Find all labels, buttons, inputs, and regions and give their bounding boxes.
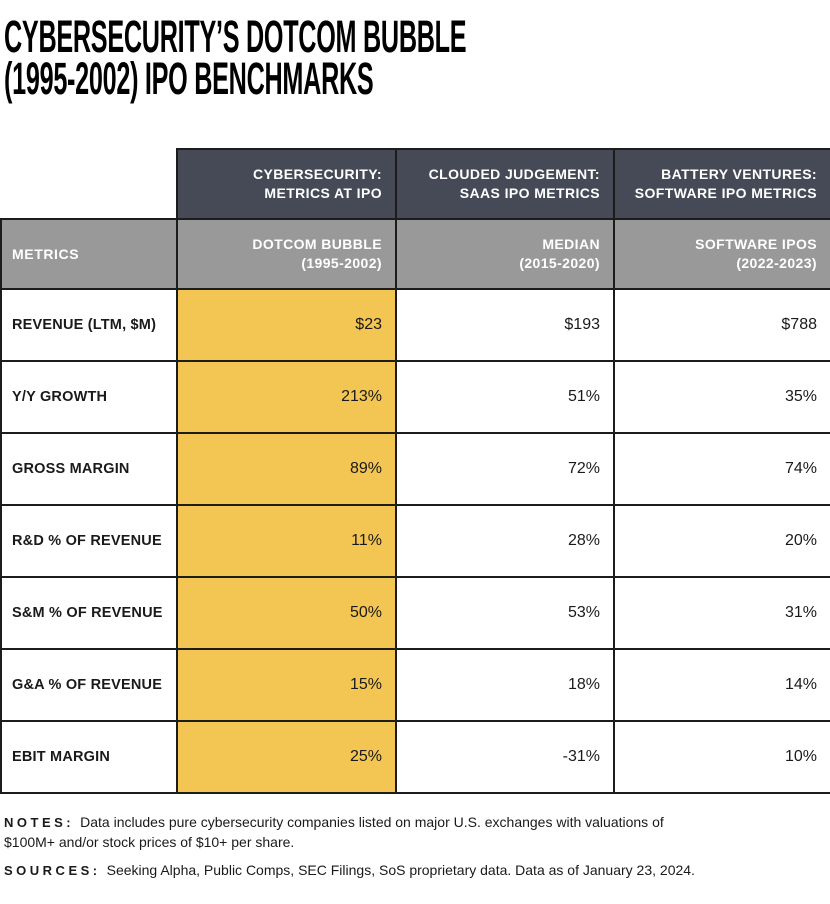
sub-header-median: MEDIAN (2015-2020) xyxy=(395,218,615,290)
sub-header-line: SOFTWARE IPOS xyxy=(695,236,817,252)
metric-label: S&M % OF REVENUE xyxy=(0,576,178,650)
metrics-column-header: METRICS xyxy=(0,218,178,290)
value-cell: 89% xyxy=(176,432,397,506)
table-row: G&A % OF REVENUE 15% 18% 14% xyxy=(0,648,830,722)
notes-label: NOTES: xyxy=(4,815,75,830)
table-row: R&D % OF REVENUE 11% 28% 20% xyxy=(0,504,830,578)
value-cell: 35% xyxy=(613,360,830,434)
group-header-line: SOFTWARE IPO METRICS xyxy=(634,185,817,201)
group-header-cybersecurity: CYBERSECURITY: METRICS AT IPO xyxy=(176,148,397,220)
value-cell: $193 xyxy=(395,288,615,362)
sub-header-line: DOTCOM BUBBLE xyxy=(252,236,382,252)
corner-blank-cell xyxy=(1,149,177,219)
value-cell: 10% xyxy=(613,720,830,794)
group-header-line: CLOUDED JUDGEMENT: xyxy=(428,166,600,182)
value-cell: 14% xyxy=(613,648,830,722)
value-cell: 15% xyxy=(176,648,397,722)
notes-text-line-2: $100M+ and/or stock prices of $10+ per s… xyxy=(4,833,295,850)
value-cell: 72% xyxy=(395,432,615,506)
page-title: CYBERSECURITY’S DOTCOM BUBBLE (1995-2002)… xyxy=(4,14,467,101)
table-row: Y/Y GROWTH 213% 51% 35% xyxy=(0,360,830,434)
sub-header-line: MEDIAN xyxy=(542,236,600,252)
metric-label: G&A % OF REVENUE xyxy=(0,648,178,722)
group-header-line: SAAS IPO METRICS xyxy=(459,185,600,201)
notes: NOTES: Data includes pure cybersecurity c… xyxy=(4,813,824,851)
sub-header-line: (2015-2020) xyxy=(519,255,600,271)
value-cell: 18% xyxy=(395,648,615,722)
value-cell: $23 xyxy=(176,288,397,362)
group-header-line: METRICS AT IPO xyxy=(264,185,382,201)
value-cell: 51% xyxy=(395,360,615,434)
table-row: S&M % OF REVENUE 50% 53% 31% xyxy=(0,576,830,650)
sub-header-software-ipos: SOFTWARE IPOS (2022-2023) xyxy=(613,218,830,290)
value-cell: 213% xyxy=(176,360,397,434)
group-header-line: BATTERY VENTURES: xyxy=(661,166,817,182)
sources-label: SOURCES: xyxy=(4,863,101,878)
sources: SOURCES: Seeking Alpha, Public Comps, SEC… xyxy=(4,861,824,881)
group-header-line: CYBERSECURITY: xyxy=(252,166,382,182)
group-header-battery-ventures: BATTERY VENTURES: SOFTWARE IPO METRICS xyxy=(613,148,830,220)
metric-label: EBIT MARGIN xyxy=(0,720,178,794)
group-header-clouded-judgement: CLOUDED JUDGEMENT: SAAS IPO METRICS xyxy=(395,148,615,220)
value-cell: 28% xyxy=(395,504,615,578)
metric-label: Y/Y GROWTH xyxy=(0,360,178,434)
page-title-line-1: CYBERSECURITY’S DOTCOM BUBBLE xyxy=(4,11,467,62)
value-cell: -31% xyxy=(395,720,615,794)
sources-text: Seeking Alpha, Public Comps, SEC Filings… xyxy=(106,862,695,878)
metric-label: REVENUE (LTM, $M) xyxy=(0,288,178,362)
value-cell: 31% xyxy=(613,576,830,650)
notes-text-line-1: Data includes pure cybersecurity compani… xyxy=(80,814,664,830)
value-cell: 20% xyxy=(613,504,830,578)
group-header-row: CYBERSECURITY: METRICS AT IPO CLOUDED JUD… xyxy=(1,148,830,220)
value-cell: 74% xyxy=(613,432,830,506)
sub-header-line: (1995-2002) xyxy=(301,255,382,271)
sub-header-line: (2022-2023) xyxy=(736,255,817,271)
page-title-line-2: (1995-2002) IPO BENCHMARKS xyxy=(4,53,374,104)
value-cell: 53% xyxy=(395,576,615,650)
metric-label: R&D % OF REVENUE xyxy=(0,504,178,578)
value-cell: 50% xyxy=(176,576,397,650)
value-cell: $788 xyxy=(613,288,830,362)
sub-header-dotcom-bubble: DOTCOM BUBBLE (1995-2002) xyxy=(176,218,397,290)
value-cell: 11% xyxy=(176,504,397,578)
table-row: EBIT MARGIN 25% -31% 10% xyxy=(0,720,830,794)
metric-label: GROSS MARGIN xyxy=(0,432,178,506)
value-cell: 25% xyxy=(176,720,397,794)
benchmarks-table: CYBERSECURITY: METRICS AT IPO CLOUDED JUD… xyxy=(0,148,830,794)
table-row: REVENUE (LTM, $M) $23 $193 $788 xyxy=(0,288,830,362)
sub-header-row: METRICS DOTCOM BUBBLE (1995-2002) MEDIAN (… xyxy=(0,218,830,290)
table-row: GROSS MARGIN 89% 72% 74% xyxy=(0,432,830,506)
